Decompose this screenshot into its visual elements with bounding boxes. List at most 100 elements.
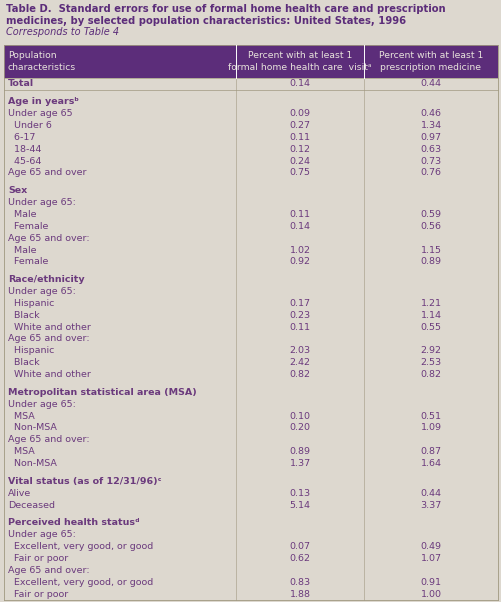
Text: 0.75: 0.75 — [289, 169, 310, 178]
Text: 1.37: 1.37 — [289, 459, 310, 468]
Text: White and other: White and other — [8, 370, 91, 379]
Text: Age 65 and over: Age 65 and over — [8, 169, 86, 178]
Text: 0.62: 0.62 — [289, 554, 310, 563]
Text: 6-17: 6-17 — [8, 132, 35, 141]
Text: 0.17: 0.17 — [289, 299, 310, 308]
Text: 0.12: 0.12 — [289, 144, 310, 154]
Text: Total: Total — [8, 79, 34, 88]
Text: 0.14: 0.14 — [289, 79, 310, 88]
Text: Age in yearsᵇ: Age in yearsᵇ — [8, 97, 79, 106]
Text: 0.89: 0.89 — [420, 258, 440, 267]
Text: 0.91: 0.91 — [420, 577, 440, 586]
Text: 1.21: 1.21 — [420, 299, 440, 308]
Text: Percent with at least 1
prescription medicine: Percent with at least 1 prescription med… — [378, 51, 482, 72]
Text: 1.14: 1.14 — [420, 311, 440, 320]
Text: 0.11: 0.11 — [289, 209, 310, 219]
Text: Hispanic: Hispanic — [8, 299, 54, 308]
Text: Excellent, very good, or good: Excellent, very good, or good — [8, 577, 153, 586]
Text: 2.92: 2.92 — [420, 346, 440, 355]
Text: 0.56: 0.56 — [420, 222, 440, 231]
Text: Black: Black — [8, 358, 40, 367]
Text: 0.14: 0.14 — [289, 222, 310, 231]
Text: Fair or poor: Fair or poor — [8, 554, 68, 563]
Text: 0.11: 0.11 — [289, 323, 310, 332]
Text: 0.07: 0.07 — [289, 542, 310, 551]
Text: 0.83: 0.83 — [289, 577, 310, 586]
Text: 2.03: 2.03 — [289, 346, 310, 355]
Text: 18-44: 18-44 — [8, 144, 41, 154]
Text: 0.44: 0.44 — [420, 79, 440, 88]
Text: 2.53: 2.53 — [420, 358, 441, 367]
Text: 1.02: 1.02 — [289, 246, 310, 255]
Text: 1.34: 1.34 — [420, 120, 441, 129]
Text: Non-MSA: Non-MSA — [8, 423, 57, 432]
Text: 1.07: 1.07 — [420, 554, 440, 563]
Text: 0.82: 0.82 — [420, 370, 440, 379]
Text: 0.23: 0.23 — [289, 311, 310, 320]
Text: 0.10: 0.10 — [289, 412, 310, 421]
Text: MSA: MSA — [8, 412, 35, 421]
Text: Under age 65:: Under age 65: — [8, 400, 76, 409]
Text: 0.59: 0.59 — [420, 209, 440, 219]
Text: Fair or poor: Fair or poor — [8, 589, 68, 598]
Text: Under 6: Under 6 — [8, 120, 52, 129]
Text: 0.73: 0.73 — [420, 157, 441, 166]
Text: White and other: White and other — [8, 323, 91, 332]
Text: Corresponds to Table 4: Corresponds to Table 4 — [6, 27, 119, 37]
Text: 1.00: 1.00 — [420, 589, 440, 598]
Text: Race/ethnicity: Race/ethnicity — [8, 275, 85, 284]
Text: 3.37: 3.37 — [419, 500, 441, 509]
Text: 2.42: 2.42 — [289, 358, 310, 367]
Text: 0.82: 0.82 — [289, 370, 310, 379]
Text: 0.13: 0.13 — [289, 489, 310, 498]
Text: Age 65 and over:: Age 65 and over: — [8, 234, 90, 243]
Text: Alive: Alive — [8, 489, 31, 498]
Text: Male: Male — [8, 209, 37, 219]
Text: Hispanic: Hispanic — [8, 346, 54, 355]
Text: 0.92: 0.92 — [289, 258, 310, 267]
Text: medicines, by selected population characteristics: United States, 1996: medicines, by selected population charac… — [6, 16, 405, 25]
Text: 1.64: 1.64 — [420, 459, 440, 468]
Text: 1.15: 1.15 — [420, 246, 440, 255]
Text: Perceived health statusᵈ: Perceived health statusᵈ — [8, 518, 139, 527]
Text: 0.49: 0.49 — [420, 542, 440, 551]
Text: 0.09: 0.09 — [289, 109, 310, 118]
Text: Population
characteristics: Population characteristics — [8, 51, 76, 72]
Text: Male: Male — [8, 246, 37, 255]
Text: MSA: MSA — [8, 447, 35, 456]
Text: Deceased: Deceased — [8, 500, 55, 509]
Text: Age 65 and over:: Age 65 and over: — [8, 435, 90, 444]
Text: 5.14: 5.14 — [289, 500, 310, 509]
Text: 0.20: 0.20 — [289, 423, 310, 432]
Text: Age 65 and over:: Age 65 and over: — [8, 335, 90, 344]
Text: 45-64: 45-64 — [8, 157, 41, 166]
Text: 0.89: 0.89 — [289, 447, 310, 456]
Text: Percent with at least 1
formal home health care  visitᵃ: Percent with at least 1 formal home heal… — [228, 51, 371, 72]
Bar — [4, 45, 497, 78]
Text: Under age 65:: Under age 65: — [8, 197, 76, 206]
Text: 0.76: 0.76 — [420, 169, 440, 178]
Text: 0.24: 0.24 — [289, 157, 310, 166]
Text: 0.46: 0.46 — [420, 109, 440, 118]
Text: Black: Black — [8, 311, 40, 320]
Text: Under age 65:: Under age 65: — [8, 287, 76, 296]
Text: 0.63: 0.63 — [420, 144, 441, 154]
Text: Female: Female — [8, 258, 48, 267]
Text: 0.51: 0.51 — [420, 412, 440, 421]
Text: 0.87: 0.87 — [420, 447, 440, 456]
Text: Metropolitan statistical area (MSA): Metropolitan statistical area (MSA) — [8, 388, 196, 397]
Text: 0.27: 0.27 — [289, 120, 310, 129]
Text: Female: Female — [8, 222, 48, 231]
Text: Under age 65:: Under age 65: — [8, 530, 76, 539]
Text: Table D.  Standard errors for use of formal home health care and prescription: Table D. Standard errors for use of form… — [6, 4, 445, 14]
Text: 0.97: 0.97 — [420, 132, 440, 141]
Text: Age 65 and over:: Age 65 and over: — [8, 566, 90, 575]
Text: 0.55: 0.55 — [420, 323, 440, 332]
Text: 0.11: 0.11 — [289, 132, 310, 141]
Text: 1.88: 1.88 — [289, 589, 310, 598]
Text: Non-MSA: Non-MSA — [8, 459, 57, 468]
Text: 1.09: 1.09 — [420, 423, 440, 432]
Text: Sex: Sex — [8, 186, 27, 195]
Text: 0.44: 0.44 — [420, 489, 440, 498]
Text: Vital status (as of 12/31/96)ᶜ: Vital status (as of 12/31/96)ᶜ — [8, 477, 161, 486]
